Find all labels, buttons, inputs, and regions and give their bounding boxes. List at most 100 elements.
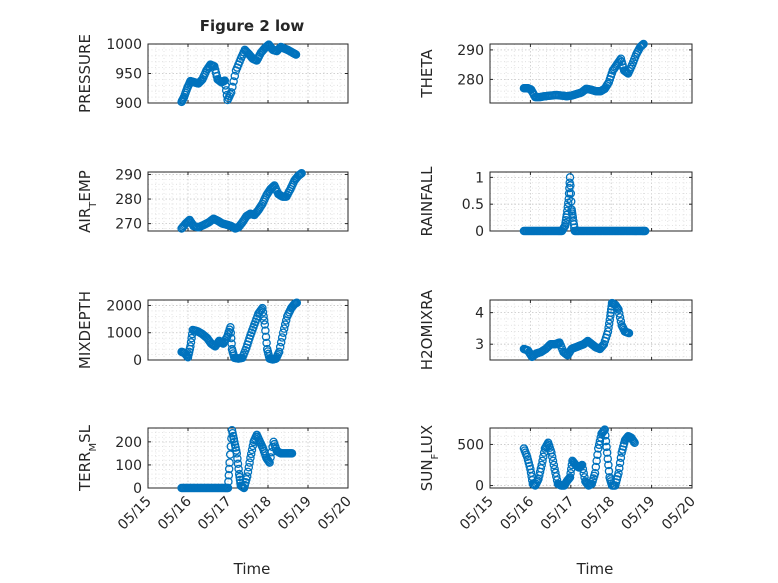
- y-tick-label: 1000: [106, 37, 142, 53]
- y-tick-label: 3: [475, 337, 484, 353]
- data-point: [591, 462, 601, 472]
- data-point: [259, 312, 268, 321]
- axes-box: [147, 171, 349, 232]
- subplot-pressure: 900 950 1000 PRESSURE: [76, 34, 349, 113]
- series-markers: [519, 39, 648, 102]
- data-point: [242, 472, 252, 481]
- data-point: [598, 341, 608, 350]
- data-point: [280, 320, 290, 329]
- x-tick-label: 05/19: [275, 494, 315, 534]
- data-point: [261, 326, 270, 335]
- data-point: [638, 40, 647, 49]
- data-point: [615, 463, 624, 473]
- subplot-mixdepth: 0 1000 2000 MIXDEPTH: [76, 291, 349, 369]
- y-tick-label: 100: [115, 458, 142, 474]
- data-point: [246, 453, 255, 463]
- data-point: [566, 181, 575, 190]
- data-point: [613, 304, 622, 313]
- y-tick-label: 1000: [106, 326, 142, 342]
- data-point: [187, 333, 196, 343]
- data-point: [615, 55, 625, 65]
- data-point: [616, 453, 626, 463]
- data-point: [229, 77, 238, 86]
- data-point: [564, 194, 574, 204]
- data-point: [224, 471, 234, 480]
- subplot-air_temp: 270 280 290 AIRTEMP: [76, 167, 349, 233]
- plot-area: [148, 428, 348, 488]
- data-point: [292, 298, 302, 307]
- x-tick-label: 05/15: [115, 494, 155, 534]
- y-axis-label: RAINFALL: [418, 166, 436, 237]
- figure-title: Figure 2 low: [200, 17, 305, 35]
- axes-box: [489, 43, 693, 104]
- y-tick-label: 0: [475, 479, 484, 495]
- y-tick-label: 280: [457, 72, 484, 88]
- data-point: [614, 305, 623, 314]
- subplot-theta: 280 290 THETA: [418, 39, 693, 104]
- data-point: [226, 333, 236, 343]
- data-point: [262, 338, 271, 348]
- plot-area: [490, 172, 692, 231]
- data-point: [230, 71, 240, 81]
- data-point: [614, 468, 623, 478]
- data-point: [266, 453, 275, 462]
- data-point: [639, 39, 648, 49]
- y-axis-label: H2OMIXRA: [418, 289, 436, 370]
- data-point: [566, 189, 576, 198]
- x-tick-label: 05/16: [497, 493, 537, 533]
- data-point: [547, 448, 556, 457]
- data-point: [247, 445, 257, 455]
- data-point: [226, 328, 236, 337]
- data-point: [590, 468, 600, 478]
- data-point: [245, 458, 254, 467]
- data-point: [593, 450, 602, 459]
- data-point: [261, 332, 271, 342]
- data-point: [277, 333, 287, 342]
- y-tick-label: 0.5: [462, 197, 484, 213]
- data-point: [599, 426, 609, 435]
- data-point: [274, 347, 284, 357]
- data-point: [547, 452, 557, 462]
- x-axis-label-right: Time: [576, 560, 614, 578]
- data-point: [226, 323, 235, 332]
- data-point: [244, 462, 254, 472]
- axes-box: [489, 299, 693, 361]
- x-tick-label: 05/15: [457, 494, 497, 534]
- data-point: [537, 460, 546, 470]
- y-tick-label: 0: [475, 224, 484, 240]
- y-tick-label: 4: [475, 306, 484, 322]
- data-point: [258, 303, 267, 313]
- x-tick-label: 05/17: [538, 494, 578, 534]
- axes-box: [147, 299, 349, 361]
- data-point: [186, 342, 195, 351]
- data-point: [538, 456, 547, 466]
- y-axis-label: SUNFLUX: [418, 425, 441, 491]
- data-point: [228, 82, 237, 92]
- data-point: [225, 458, 234, 467]
- y-tick-label: 290: [457, 43, 484, 59]
- y-tick-label: 500: [457, 437, 484, 453]
- series-markers: [177, 298, 302, 364]
- y-tick-label: 1: [475, 170, 484, 186]
- data-point: [640, 226, 650, 236]
- data-point: [287, 449, 297, 458]
- data-point: [603, 454, 613, 464]
- data-point: [224, 464, 234, 474]
- data-point: [549, 460, 559, 470]
- subplot-terr_msl: 05/15 05/16 05/17 05/18 05/19 05/20 0 100 200 TER…: [76, 424, 355, 533]
- data-point: [637, 41, 647, 50]
- data-point: [233, 459, 243, 469]
- data-point: [297, 168, 306, 178]
- data-point: [604, 460, 613, 470]
- data-point: [232, 449, 242, 458]
- data-point: [563, 206, 572, 216]
- data-point: [233, 454, 242, 463]
- data-point: [259, 316, 269, 325]
- data-point: [604, 319, 614, 328]
- data-point: [234, 464, 243, 474]
- data-point: [258, 308, 268, 317]
- data-point: [615, 458, 625, 468]
- data-point: [246, 449, 256, 459]
- data-point: [600, 425, 609, 434]
